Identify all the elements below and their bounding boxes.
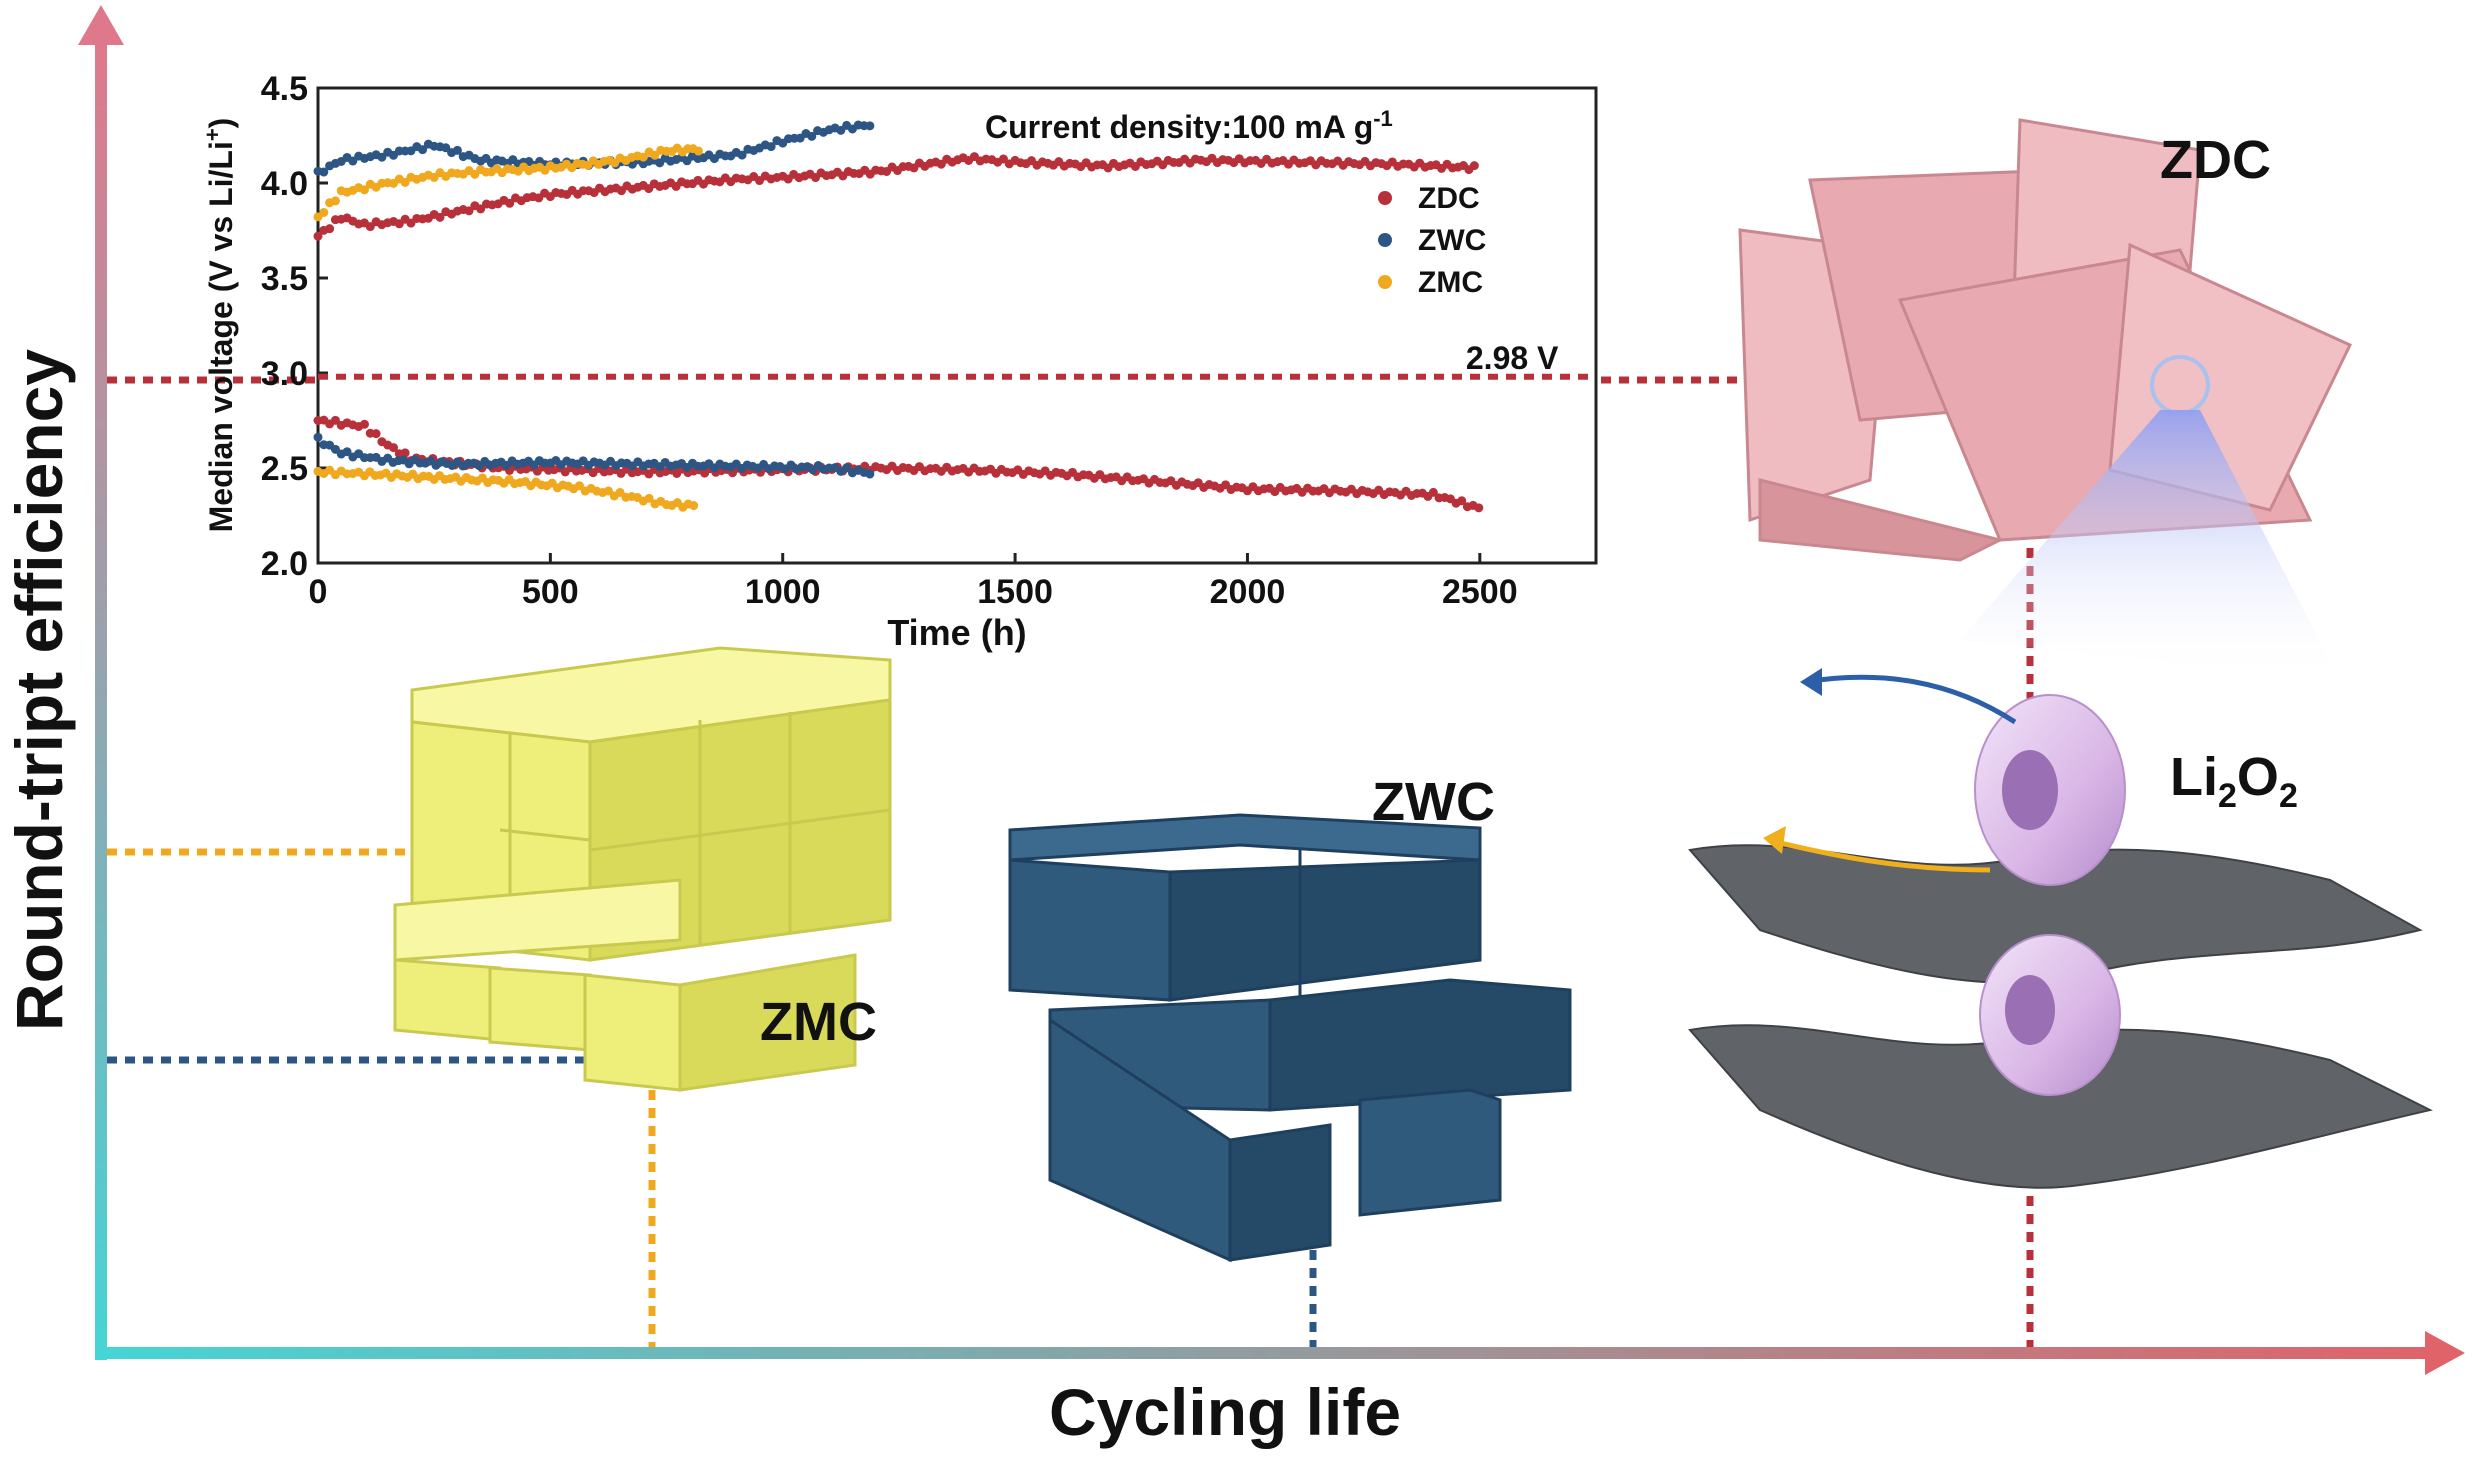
zdc-label: ZDC <box>2160 130 2271 190</box>
zwc-charge-point <box>452 145 462 155</box>
legend-marker <box>1378 191 1392 205</box>
chart-legend: ZDC ZWC ZMC <box>1378 182 1486 299</box>
zmc-charge-point <box>330 196 340 206</box>
zwc-charge-point <box>807 131 817 141</box>
zdc-discharge-point <box>389 443 399 453</box>
zwc-block-stack <box>1008 813 1572 1263</box>
x-axis-title: Cycling life <box>1049 1375 1401 1449</box>
zdc-discharge-point <box>400 448 410 458</box>
zoom-cone <box>1960 410 2340 680</box>
zwc-discharge-point <box>342 447 352 457</box>
zdc-charge-point <box>435 212 445 222</box>
x-tick-label: 2500 <box>1442 573 1518 611</box>
zwc-charge-point <box>737 150 747 160</box>
legend-marker <box>1378 233 1392 247</box>
y-tick-label: 3.5 <box>261 260 308 298</box>
x-tick-label: 1000 <box>745 573 821 611</box>
current-density-annotation: Current density:100 mA g-1 <box>985 106 1393 145</box>
zdc-discharge-point <box>1428 487 1438 497</box>
y-tick-label: 2.0 <box>261 545 308 583</box>
reference-line-label: 2.98 V <box>1466 340 1559 376</box>
x-axis-bar <box>95 1347 2435 1359</box>
zdc-discharge-point <box>371 429 381 439</box>
zwc-charge-point <box>418 145 428 155</box>
yellow-curved-arrow <box>1767 837 1991 873</box>
zmc-charge-point <box>400 177 410 187</box>
x-tick-label: 500 <box>522 573 579 611</box>
zwc-discharge-point <box>842 463 852 473</box>
zwc-charge-point <box>766 142 776 152</box>
main-axes: Round-tript efficiency Cycling life <box>2 5 2465 1449</box>
y-axis-title: Round-tript efficiency <box>2 349 76 1031</box>
chart-points <box>313 120 1484 513</box>
zdc-discharge-point <box>359 419 369 429</box>
zwc-discharge-point <box>865 469 875 479</box>
zwc-charge-point <box>319 167 329 177</box>
zdc-charge-point <box>505 198 515 208</box>
y-axis-arrowhead <box>78 5 124 45</box>
chart-y-axis-label: Median voltage (V vs Li/Li+) <box>200 118 239 533</box>
y-axis-bar <box>95 30 107 1360</box>
zdc-charge-point <box>313 231 323 241</box>
zmc-discharge-point <box>574 481 584 491</box>
x-tick-label: 2000 <box>1210 573 1286 611</box>
zdc-charge-point <box>1469 161 1479 171</box>
zwc-label: ZWC <box>1372 772 1495 832</box>
zwc-charge-point <box>865 121 875 131</box>
zmc-discharge-point <box>644 493 654 503</box>
zdc-discharge-point <box>1457 496 1467 506</box>
zmc-charge-point <box>359 185 369 195</box>
y-tick-label: 3.0 <box>261 355 308 393</box>
li2o2-label: Li2O2 <box>2170 747 2298 815</box>
zwc-discharge-point <box>313 432 323 442</box>
zdc-discharge-point <box>1474 503 1484 513</box>
blue-curved-arrow <box>1804 674 2017 725</box>
legend-marker <box>1378 275 1392 289</box>
zdc-charge-point <box>325 224 335 234</box>
legend-label: ZDC <box>1418 182 1480 215</box>
y-tick-label: 4.0 <box>261 165 308 203</box>
zmc-label: ZMC <box>760 992 877 1052</box>
inset-chart: 0 500 1000 1500 2000 2500 2.0 2.5 3.0 3.5 4.0 4.5 2… <box>200 70 1598 653</box>
zmc-charge-point <box>638 152 648 162</box>
chart-x-axis-label: Time (h) <box>887 612 1026 653</box>
zmc-block-stack <box>393 646 892 1092</box>
graphene-sheets <box>1688 844 2433 1189</box>
y-tick-label: 2.5 <box>261 450 308 488</box>
x-tick-label: 0 <box>309 573 328 611</box>
chart-ticks: 0 500 1000 1500 2000 2500 2.0 2.5 3.0 3.5 4.0 4.5 <box>261 70 1518 611</box>
blue-arrowhead <box>1800 668 1822 696</box>
legend-label: ZWC <box>1418 224 1486 257</box>
li2o2-toroids <box>1974 694 2126 1096</box>
zmc-charge-point <box>693 146 703 156</box>
x-axis-arrowhead <box>2425 1331 2465 1375</box>
x-tick-label: 1500 <box>977 573 1053 611</box>
zdc-charge-point <box>464 206 474 216</box>
zmc-charge-point <box>319 207 329 217</box>
y-tick-label: 4.5 <box>261 70 308 108</box>
yellow-arrowhead <box>1763 826 1786 854</box>
zmc-discharge-point <box>689 501 699 511</box>
legend-label: ZMC <box>1418 266 1483 299</box>
